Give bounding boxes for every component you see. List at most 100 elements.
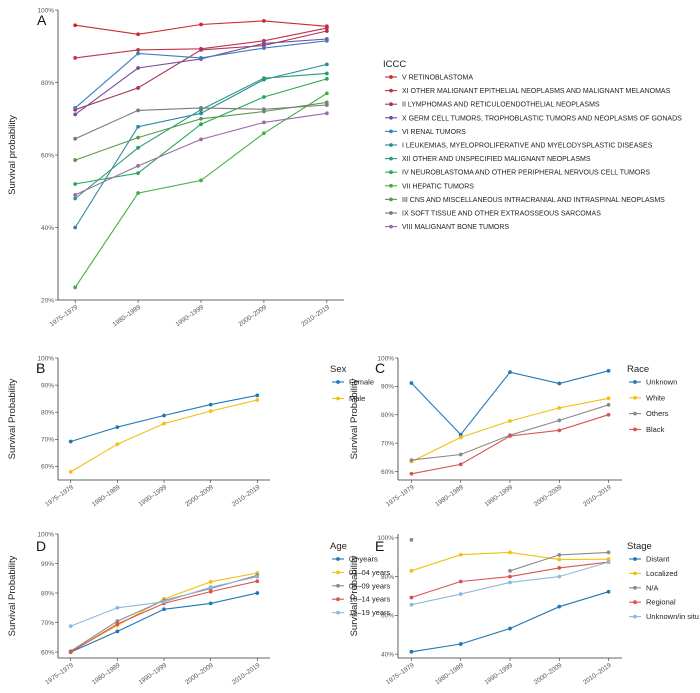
data-point <box>324 29 329 33</box>
data-point <box>255 591 260 595</box>
data-point <box>508 574 512 579</box>
legend-entry-label: 10–14 years <box>349 595 391 604</box>
legend-entry-label: White <box>646 393 665 402</box>
legend-key-point <box>389 75 393 79</box>
panel-label: E <box>375 538 384 554</box>
data-point <box>73 182 78 186</box>
data-point <box>68 624 73 629</box>
legend-entry-label: Unknown/in situ <box>646 612 699 621</box>
series-line <box>75 27 327 59</box>
legend-entry-label: 05–09 years <box>349 581 391 590</box>
series-line <box>411 561 609 599</box>
data-point <box>606 396 611 401</box>
x-tick-label: 2010–2019 <box>582 484 613 509</box>
panel-label: D <box>36 538 46 554</box>
series-iv-neuroblastoma-and-other-peripheral-nervous-cell-tumors <box>73 76 329 186</box>
legend-title: Race <box>627 364 649 375</box>
legend-key-point <box>633 557 637 561</box>
legend-entry-label: III CNS AND MISCELLANEOUS INTRACRANIAL A… <box>402 197 665 204</box>
data-point <box>324 71 329 76</box>
x-tick-label: 2010–2019 <box>231 662 262 687</box>
data-point <box>73 158 78 162</box>
legend-key-point <box>336 570 340 575</box>
data-point <box>606 550 611 555</box>
data-point <box>73 112 78 117</box>
data-point <box>324 91 329 96</box>
legend-entry-label: VI RENAL TUMORS <box>402 129 466 136</box>
series-distant <box>409 589 611 654</box>
series-05-09-years <box>68 573 260 654</box>
legend-entry-label: N/A <box>646 583 659 592</box>
data-point <box>136 86 140 90</box>
data-point <box>136 32 140 37</box>
series-unknown-in-situ <box>409 560 611 607</box>
y-tick-label: 80% <box>41 590 54 597</box>
data-point <box>606 402 611 407</box>
data-point <box>199 137 203 142</box>
legend-key-point <box>336 597 340 602</box>
data-point <box>458 462 463 467</box>
panel-label: A <box>37 12 47 28</box>
x-tick-label: 2000–2009 <box>184 484 215 509</box>
series-white <box>409 396 611 464</box>
data-point <box>208 585 213 590</box>
data-point <box>136 66 140 70</box>
legend-entry-label: Unknown <box>646 378 677 387</box>
data-point <box>508 419 512 423</box>
series-viii-malignant-bone-tumors <box>73 111 329 197</box>
data-point <box>255 574 260 579</box>
data-point <box>409 458 414 463</box>
data-point <box>324 111 329 116</box>
legend-entry-label: V RETINOBLASTOMA <box>402 75 473 82</box>
series-line <box>411 414 609 475</box>
series-regional <box>409 560 611 600</box>
series-line <box>411 404 609 461</box>
data-point <box>162 607 166 612</box>
legend-entry-label: IV NEUROBLASTOMA AND OTHER PERIPHERAL NE… <box>402 170 650 177</box>
x-tick-label: 1990–1999 <box>483 662 514 687</box>
panel-a: 20% 40% 60% 80% 100% 1975–1979 1980–1989 1990–1… <box>7 7 682 328</box>
y-tick-label: 80% <box>381 412 394 419</box>
legend-key-point <box>633 380 637 384</box>
data-point <box>557 381 562 386</box>
data-point <box>73 196 78 201</box>
legend-key-point <box>389 143 393 147</box>
data-point <box>409 537 414 542</box>
data-point <box>409 568 414 573</box>
panel-c: 60% 70% 80% 90% 100% 1975–1979 1980–1989 1990–1… <box>349 355 677 508</box>
series-v-retinoblastoma <box>73 18 329 37</box>
panel-label: B <box>36 360 45 376</box>
y-tick-label: 70% <box>41 620 54 627</box>
legend-key-point <box>336 380 340 384</box>
y-tick-label: 60% <box>381 613 394 620</box>
data-point <box>115 629 120 634</box>
data-point <box>115 605 120 610</box>
series-female <box>68 393 260 444</box>
legend-key-point <box>633 411 637 416</box>
x-tick-label: 1975–1979 <box>49 304 80 329</box>
data-point <box>557 604 562 609</box>
data-point <box>557 406 562 410</box>
y-tick-label: 60% <box>41 464 54 471</box>
series-line <box>411 551 609 572</box>
data-point <box>68 650 73 654</box>
series-line <box>70 394 258 443</box>
series-line <box>411 591 609 653</box>
legend-key-point <box>633 585 637 590</box>
data-point <box>136 191 140 195</box>
legend-key-point <box>389 129 393 134</box>
x-tick-label: 1980–1989 <box>91 484 122 509</box>
data-point <box>324 103 329 107</box>
data-point <box>136 135 140 140</box>
x-tick-label: 2000–2009 <box>533 484 564 509</box>
data-point <box>458 452 463 457</box>
legend-title: ICCC <box>383 59 406 70</box>
x-tick-label: 2000–2009 <box>237 304 268 329</box>
panel-label: C <box>375 360 385 376</box>
y-tick-label: 100% <box>377 355 394 362</box>
data-point <box>73 225 78 230</box>
legend-key-point <box>633 427 637 432</box>
series-line <box>411 397 609 463</box>
series-15-19-years <box>68 574 260 629</box>
